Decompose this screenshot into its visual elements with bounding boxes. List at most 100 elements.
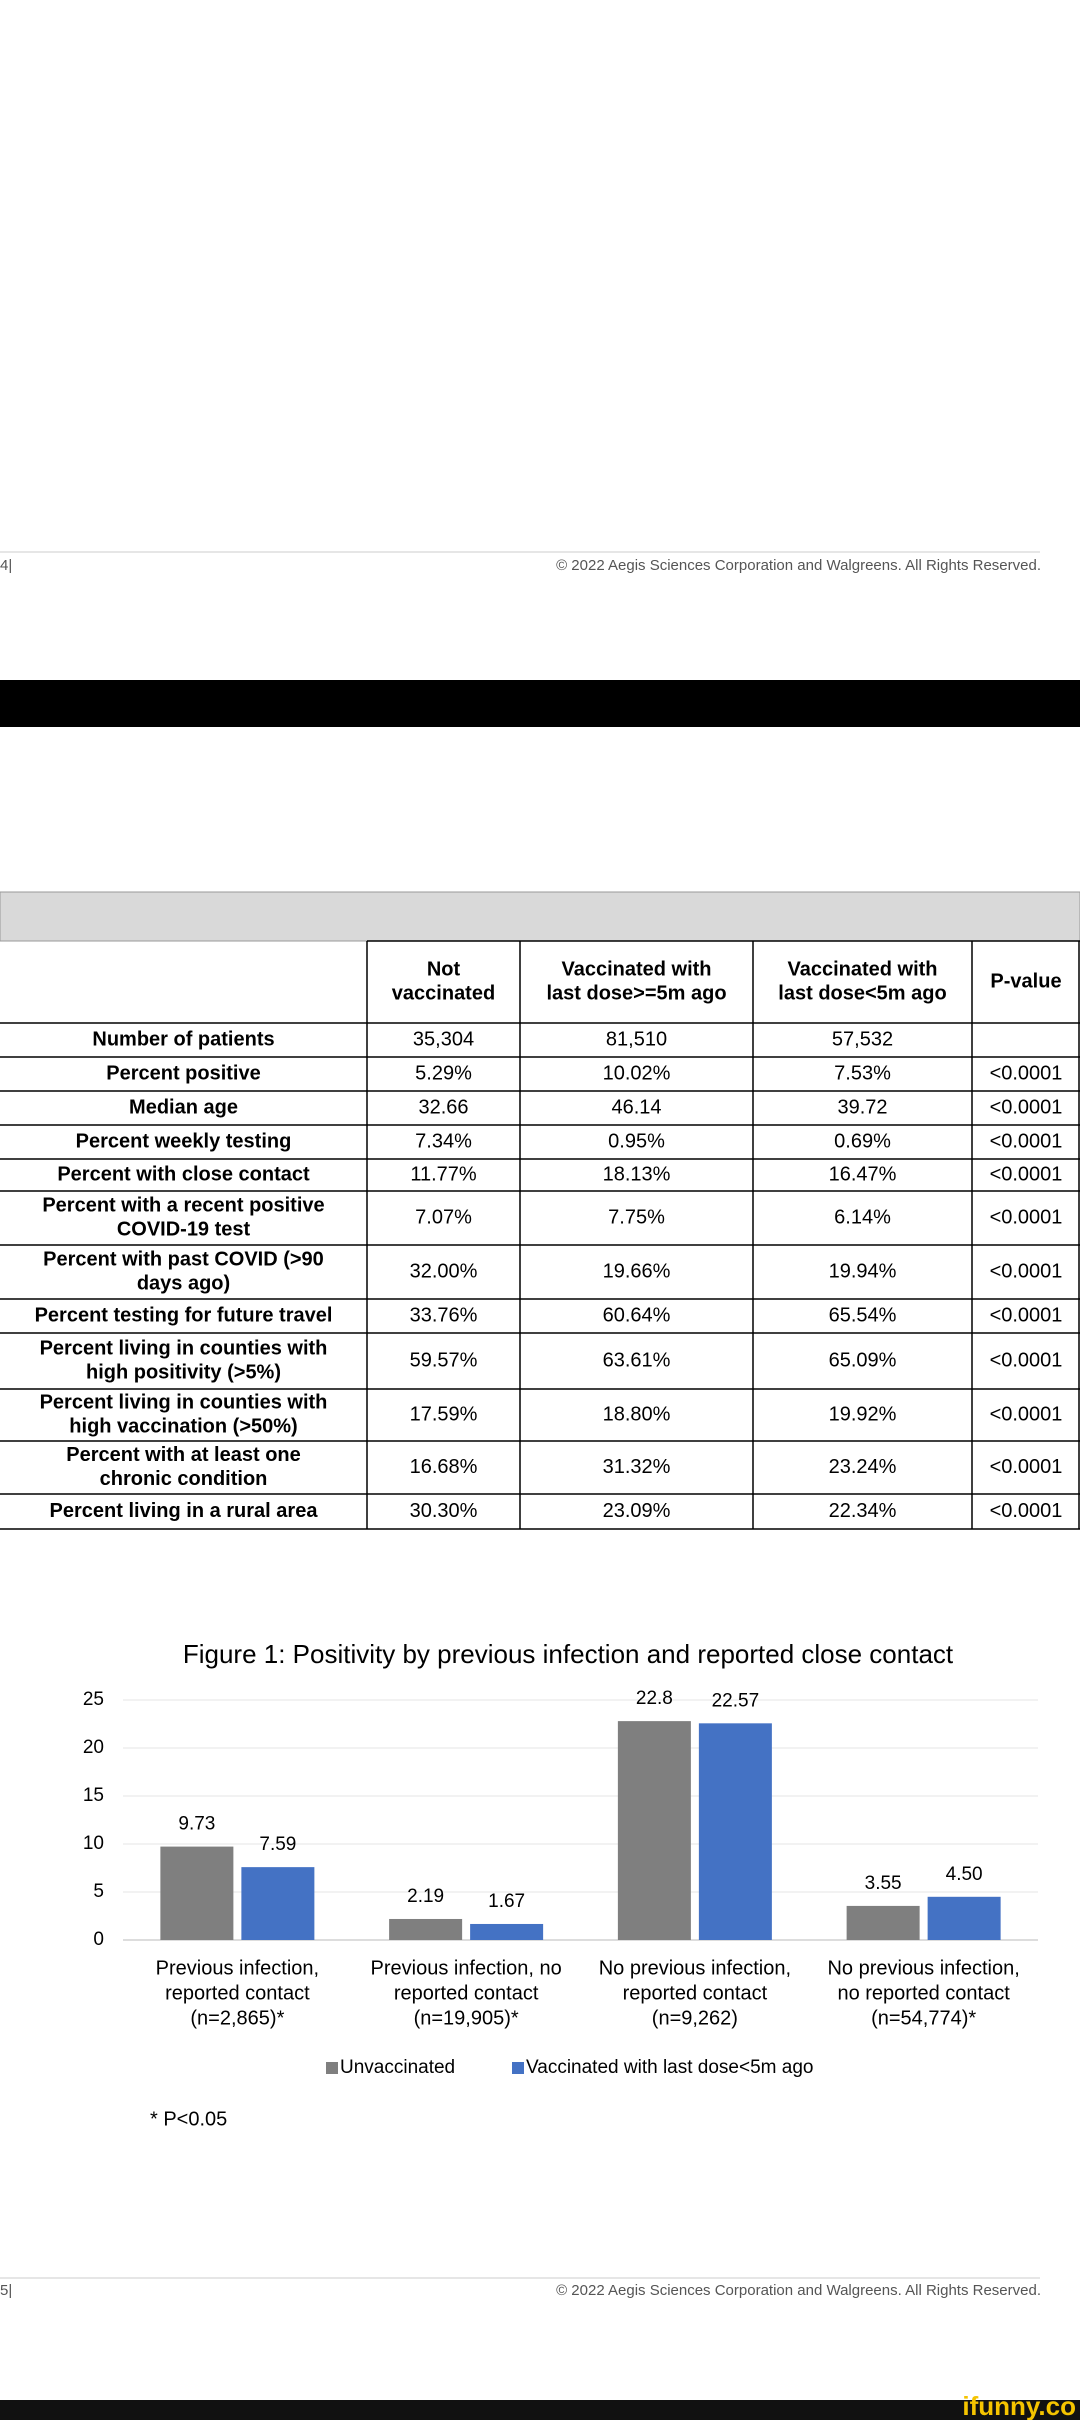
cell: <0.0001 — [990, 1130, 1063, 1152]
cell: 0.69% — [834, 1130, 891, 1152]
cell: 19.92% — [829, 1403, 897, 1425]
cell: 65.09% — [829, 1349, 897, 1371]
value-label: 1.67 — [488, 1891, 525, 1912]
cell: 46.14 — [611, 1096, 661, 1118]
column-header: vaccinated — [392, 982, 495, 1004]
page-number: 5| — [0, 2282, 12, 2299]
chart-title: Figure 1: Positivity by previous infecti… — [183, 1639, 954, 1669]
cell: 19.66% — [603, 1260, 671, 1282]
cell: <0.0001 — [990, 1163, 1063, 1185]
y-tick-label: 10 — [83, 1833, 104, 1854]
bar — [470, 1923, 544, 1940]
cell: 18.13% — [603, 1163, 671, 1185]
column-header: last dose<5m ago — [778, 982, 946, 1004]
x-tick-label: No previous infection, — [827, 1957, 1019, 1979]
x-tick-label: (n=2,865)* — [190, 2007, 284, 2029]
cell: <0.0001 — [990, 1403, 1063, 1425]
page-number: 4| — [0, 557, 12, 574]
row-label: days ago) — [137, 1272, 230, 1294]
cell: 33.76% — [410, 1304, 478, 1326]
cell: 5.29% — [415, 1062, 472, 1084]
cell: 11.77% — [410, 1163, 477, 1185]
value-label: 7.59 — [259, 1834, 296, 1855]
row-label: Percent with past COVID (>90 — [43, 1248, 324, 1270]
cell: 22.34% — [829, 1500, 897, 1522]
row-label: high vaccination (>50%) — [69, 1415, 297, 1437]
cell: 39.72 — [837, 1096, 887, 1118]
value-label: 4.50 — [946, 1864, 983, 1885]
bar — [927, 1896, 1001, 1940]
x-tick-label: (n=9,262) — [652, 2007, 738, 2029]
cell: 63.61% — [603, 1349, 671, 1371]
cell: <0.0001 — [990, 1456, 1063, 1478]
chart-note: * P<0.05 — [150, 2108, 227, 2130]
x-tick-label: (n=19,905)* — [414, 2007, 519, 2029]
x-tick-label: Previous infection, no — [371, 1957, 562, 1979]
x-tick-label: no reported contact — [837, 1982, 1010, 2004]
cell: 17.59% — [410, 1403, 478, 1425]
row-label: Percent with a recent positive — [42, 1194, 324, 1216]
x-tick-label: No previous infection, — [599, 1957, 791, 1979]
x-tick-label: reported contact — [394, 1982, 539, 2004]
row-label: chronic condition — [100, 1468, 268, 1490]
cell: 16.47% — [829, 1163, 897, 1185]
y-tick-label: 15 — [83, 1785, 104, 1806]
cell: 35,304 — [413, 1028, 474, 1050]
column-header: last dose>=5m ago — [546, 982, 726, 1004]
bar — [160, 1846, 234, 1940]
cell: 60.64% — [603, 1304, 671, 1326]
bar — [389, 1918, 463, 1940]
cell: 65.54% — [829, 1304, 897, 1326]
y-tick-label: 20 — [83, 1737, 104, 1758]
row-label: Percent weekly testing — [76, 1130, 292, 1152]
value-label: 2.19 — [407, 1886, 444, 1907]
legend-label: Vaccinated with last dose<5m ago — [526, 2057, 813, 2078]
row-label: Percent with close contact — [57, 1163, 310, 1185]
cell: 16.68% — [410, 1456, 478, 1478]
cell: 59.57% — [410, 1349, 478, 1371]
cell: 10.02% — [603, 1062, 671, 1084]
row-label: high positivity (>5%) — [86, 1361, 281, 1383]
cell: 23.09% — [603, 1500, 671, 1522]
cell: 18.80% — [603, 1403, 671, 1425]
cell: 31.32% — [603, 1456, 671, 1478]
bar — [846, 1905, 920, 1940]
black-bar — [0, 680, 1080, 727]
legend-swatch — [326, 2062, 338, 2074]
y-tick-label: 25 — [83, 1689, 104, 1710]
bar — [698, 1723, 772, 1940]
bottom-bar — [0, 2400, 1080, 2420]
cell: 19.94% — [829, 1260, 897, 1282]
cell: 32.00% — [410, 1260, 478, 1282]
copyright: © 2022 Aegis Sciences Corporation and Wa… — [556, 2282, 1041, 2299]
row-label: COVID-19 test — [117, 1218, 251, 1240]
cell: <0.0001 — [990, 1500, 1063, 1522]
x-tick-label: reported contact — [623, 1982, 768, 2004]
cell: 7.34% — [415, 1130, 472, 1152]
value-label: 22.57 — [712, 1690, 760, 1711]
cell: 7.53% — [834, 1062, 891, 1084]
cell: 7.75% — [608, 1206, 665, 1228]
cell: 32.66 — [418, 1096, 468, 1118]
row-label: Percent living in a rural area — [50, 1500, 319, 1522]
bar — [617, 1721, 691, 1940]
legend-label: Unvaccinated — [340, 2057, 455, 2078]
cell: 30.30% — [410, 1500, 478, 1522]
cell: <0.0001 — [990, 1349, 1063, 1371]
row-label: Percent with at least one — [66, 1444, 301, 1466]
cell: <0.0001 — [990, 1304, 1063, 1326]
cell: 57,532 — [832, 1028, 893, 1050]
y-tick-label: 0 — [93, 1929, 104, 1950]
copyright: © 2022 Aegis Sciences Corporation and Wa… — [556, 557, 1041, 574]
cell: 23.24% — [829, 1456, 897, 1478]
y-tick-label: 5 — [93, 1881, 104, 1902]
column-header: P-value — [990, 970, 1061, 992]
row-label: Percent living in counties with — [40, 1337, 328, 1359]
value-label: 9.73 — [178, 1814, 215, 1835]
cell: <0.0001 — [990, 1206, 1063, 1228]
value-label: 22.8 — [636, 1688, 673, 1709]
cell: <0.0001 — [990, 1096, 1063, 1118]
value-label: 3.55 — [865, 1873, 902, 1894]
x-tick-label: Previous infection, — [156, 1957, 319, 1979]
bar — [241, 1867, 315, 1940]
